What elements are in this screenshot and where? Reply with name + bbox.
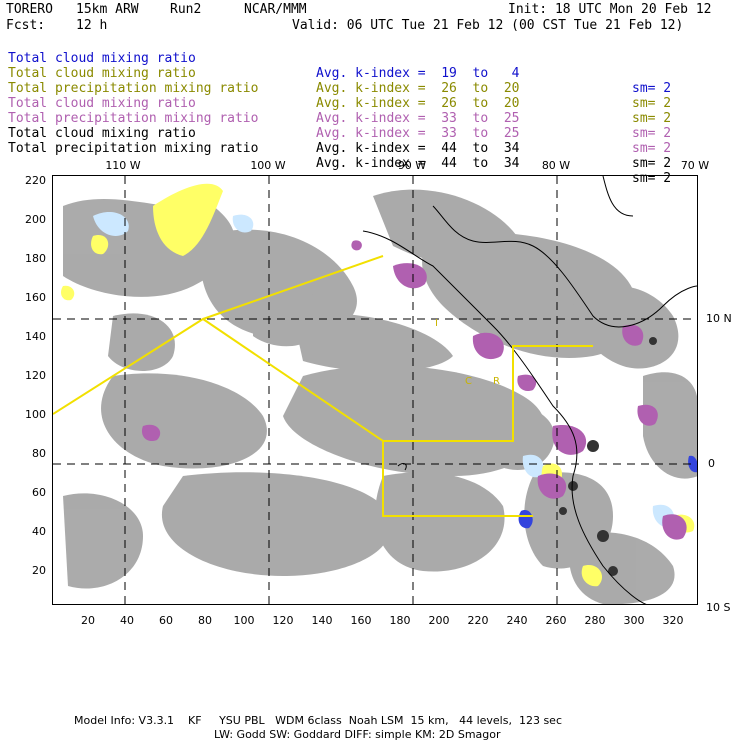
- y-tick: 120: [25, 369, 46, 382]
- legend-smoothing: sm= 2: [632, 156, 672, 171]
- legend-range: Avg. k-index = 26 to 20: [316, 81, 520, 96]
- legend-field: Total cloud mixing ratio: [8, 126, 196, 141]
- legend-field: Total cloud mixing ratio: [8, 96, 196, 111]
- coastline: [362, 176, 697, 604]
- x-tick: 140: [311, 614, 333, 627]
- x-tick: 40: [120, 614, 134, 627]
- lat-label: 10 N: [706, 312, 732, 325]
- legend-range: Avg. k-index = 26 to 20: [316, 96, 520, 111]
- dark-k-index-field: [559, 337, 657, 576]
- forecast-hour: 12 h: [76, 18, 108, 33]
- lon-label: 110 W: [105, 159, 141, 172]
- y-tick: 180: [25, 252, 46, 265]
- cloud-mixing-gray-field: [63, 189, 697, 604]
- x-tick: 220: [467, 614, 489, 627]
- legend-row: Total precipitation mixing ratio Avg. k-…: [8, 96, 671, 171]
- model-resolution: 15km ARW: [76, 2, 139, 17]
- legend-row: Total cloud mixing ratio Avg. k-index = …: [8, 81, 671, 156]
- valid-time: Valid: 06 UTC Tue 21 Feb 12 (00 CST Tue …: [292, 18, 684, 33]
- legend-range: Avg. k-index = 19 to 4: [316, 66, 520, 81]
- legend-range: Avg. k-index = 33 to 25: [316, 111, 520, 126]
- init-time: Init: 18 UTC Mon 20 Feb 12: [508, 2, 712, 17]
- legend-smoothing: sm= 2: [632, 141, 672, 156]
- legend-field: Total precipitation mixing ratio: [8, 141, 259, 156]
- model-name: TORERO: [6, 2, 53, 17]
- y-tick: 200: [25, 213, 46, 226]
- region-label-c: C: [465, 376, 472, 387]
- lat-label: 0: [708, 457, 715, 470]
- forecast-label: Fcst:: [6, 18, 46, 33]
- x-tick: 20: [81, 614, 95, 627]
- lon-label: 70 W: [680, 159, 710, 172]
- region-label-r: R: [493, 376, 500, 387]
- legend-range: Avg. k-index = 44 to 34: [316, 156, 520, 171]
- x-tick: 160: [350, 614, 372, 627]
- legend-row: Total precipitation mixing ratio Avg. k-…: [8, 126, 671, 201]
- source-label: NCAR/MMM: [244, 2, 307, 17]
- legend-row: Total cloud mixing ratio Avg. k-index = …: [8, 36, 671, 111]
- legend-field: Total cloud mixing ratio: [8, 51, 196, 66]
- x-tick: 120: [272, 614, 294, 627]
- legend-field: Total cloud mixing ratio: [8, 66, 196, 81]
- legend-smoothing: sm= 2: [632, 171, 672, 186]
- y-tick: 140: [25, 330, 46, 343]
- lon-label: 90 W: [397, 159, 427, 172]
- x-tick: 260: [545, 614, 567, 627]
- legend-smoothing: sm= 2: [632, 126, 672, 141]
- physics-info-line: LW: Godd SW: Goddard DIFF: simple KM: 2D…: [214, 728, 501, 741]
- legend-smoothing: sm= 2: [632, 111, 672, 126]
- y-tick: 100: [25, 408, 46, 421]
- legend-field: Total precipitation mixing ratio: [8, 81, 259, 96]
- y-tick: 220: [25, 174, 46, 187]
- legend-field: Total precipitation mixing ratio: [8, 111, 259, 126]
- lat-label: 10 S: [706, 601, 731, 614]
- forecast-map: I C R: [52, 175, 698, 605]
- legend-row: Total precipitation mixing ratio Avg. k-…: [8, 66, 671, 141]
- x-tick: 60: [159, 614, 173, 627]
- x-tick: 300: [623, 614, 645, 627]
- legend-smoothing: sm= 2: [632, 81, 672, 96]
- lat-lon-grid: [53, 176, 697, 604]
- domain-boundary: [53, 255, 593, 517]
- y-tick: 60: [32, 486, 46, 499]
- x-tick: 200: [428, 614, 450, 627]
- legend-row: Total cloud mixing ratio Avg. k-index = …: [8, 111, 671, 186]
- x-tick: 180: [389, 614, 411, 627]
- blue-cloud-field: [518, 455, 697, 529]
- region-label-i: I: [435, 318, 438, 329]
- legend-range: Avg. k-index = 33 to 25: [316, 126, 520, 141]
- y-tick: 40: [32, 525, 46, 538]
- purple-k-index-field: [141, 240, 687, 540]
- map-canvas: I C R: [53, 176, 697, 604]
- y-tick: 20: [32, 564, 46, 577]
- x-tick: 320: [662, 614, 684, 627]
- legend-range: Avg. k-index = 44 to 34: [316, 141, 520, 156]
- x-tick: 240: [506, 614, 528, 627]
- y-tick: 160: [25, 291, 46, 304]
- x-tick: 100: [233, 614, 255, 627]
- lon-label: 80 W: [541, 159, 571, 172]
- model-info-line: Model Info: V3.3.1 KF YSU PBL WDM 6class…: [74, 714, 562, 727]
- x-tick: 80: [198, 614, 212, 627]
- legend-smoothing: sm= 2: [632, 96, 672, 111]
- run-label: Run2: [170, 2, 202, 17]
- y-tick: 80: [32, 447, 46, 460]
- lon-label: 100 W: [250, 159, 286, 172]
- legend-row: Total cloud mixing ratio Avg. k-index = …: [8, 51, 671, 126]
- x-tick: 280: [584, 614, 606, 627]
